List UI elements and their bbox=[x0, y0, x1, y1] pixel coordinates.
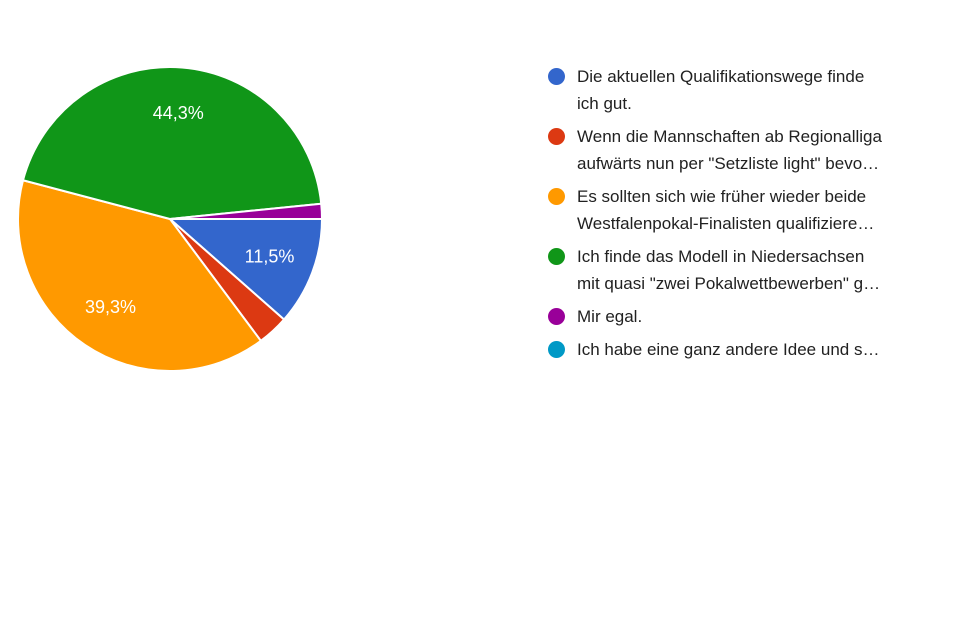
pie-slice-value-label: 39,3% bbox=[85, 297, 136, 317]
legend-item-2: Wenn die Mannschaften ab Regionalliga au… bbox=[548, 123, 882, 177]
legend-color-dot-orange bbox=[548, 188, 565, 205]
legend-item-5: Mir egal. bbox=[548, 303, 882, 330]
pie-chart: 11,5% 39,3% 44,3% bbox=[17, 66, 323, 372]
legend-label-line: Mir egal. bbox=[577, 307, 643, 326]
legend-item-4: Ich finde das Modell in Niedersachsen mi… bbox=[548, 243, 882, 297]
pie-slice-3[interactable] bbox=[17, 179, 262, 372]
legend-item-1: Die aktuellen Qualifikationswege finde i… bbox=[548, 63, 882, 117]
legend-label-line: Westfalenpokal-Finalisten qualifiziere… bbox=[577, 214, 875, 233]
legend-color-dot-purple bbox=[548, 308, 565, 325]
pie-slice-value-label: 44,3% bbox=[153, 103, 204, 123]
legend-item-6: Ich habe eine ganz andere Idee und s… bbox=[548, 336, 882, 363]
legend-label: Mir egal. bbox=[577, 303, 642, 330]
legend-label-line: Wenn die Mannschaften ab Regionalliga bbox=[577, 127, 882, 146]
legend-label-line: aufwärts nun per "Setzliste light" bevo… bbox=[577, 154, 880, 173]
legend-label: Ich finde das Modell in Niedersachsen mi… bbox=[577, 243, 880, 297]
legend-label-line: mit quasi "zwei Pokalwettbewerben" g… bbox=[577, 274, 881, 293]
legend-color-dot-teal bbox=[548, 341, 565, 358]
legend-label-line: Es sollten sich wie früher wieder beide bbox=[577, 187, 867, 206]
legend-item-3: Es sollten sich wie früher wieder beide … bbox=[548, 183, 882, 237]
chart-legend: Die aktuellen Qualifikationswege finde i… bbox=[548, 63, 882, 369]
legend-label-line: Ich habe eine ganz andere Idee und s… bbox=[577, 340, 880, 359]
legend-label: Die aktuellen Qualifikationswege finde i… bbox=[577, 63, 864, 117]
legend-label: Ich habe eine ganz andere Idee und s… bbox=[577, 336, 879, 363]
pie-slice-value-label: 11,5% bbox=[245, 247, 295, 267]
legend-color-dot-blue bbox=[548, 68, 565, 85]
pie-slice-4[interactable] bbox=[22, 66, 323, 220]
pie-slice-1[interactable] bbox=[169, 218, 323, 321]
legend-label: Es sollten sich wie früher wieder beide … bbox=[577, 183, 874, 237]
legend-label-line: Ich finde das Modell in Niedersachsen bbox=[577, 247, 865, 266]
legend-label: Wenn die Mannschaften ab Regionalliga au… bbox=[577, 123, 882, 177]
legend-label-line: Die aktuellen Qualifikationswege finde bbox=[577, 67, 865, 86]
legend-label-line: ich gut. bbox=[577, 94, 632, 113]
legend-color-dot-green bbox=[548, 248, 565, 265]
legend-color-dot-red bbox=[548, 128, 565, 145]
pie-slice-5[interactable] bbox=[169, 202, 323, 220]
